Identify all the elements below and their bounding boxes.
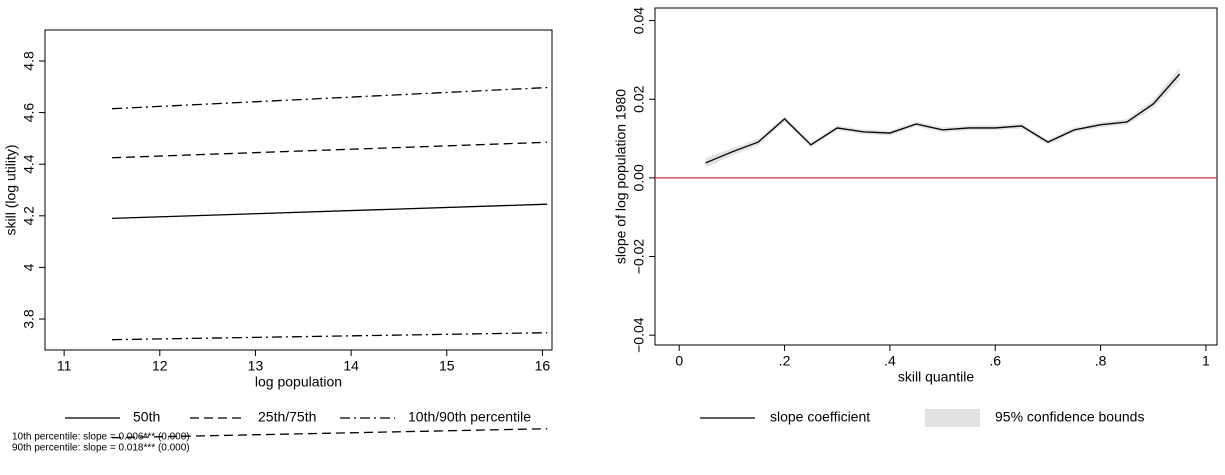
series-line (111, 86, 548, 110)
x-tick-label: 15 (439, 358, 455, 374)
x-tick-label: 0 (675, 353, 683, 369)
y-tick-label: 4 (21, 263, 37, 271)
y-axis-label: skill (log utility) (3, 144, 19, 235)
series-line (111, 332, 548, 341)
x-tick-label: 1 (1202, 353, 1210, 369)
y-tick-label: 4.8 (21, 51, 37, 71)
legend-label: 10th/90th percentile (408, 409, 531, 425)
y-axis-label: slope of log population 1980 (613, 89, 629, 264)
note: 10th percentile: slope = 0.006*** (0.000… (12, 432, 190, 443)
x-tick-label: .6 (989, 353, 1001, 369)
confidence-band (705, 67, 1180, 168)
series-line (111, 141, 548, 159)
legend-label: 95% confidence bounds (995, 409, 1144, 425)
series-line (705, 73, 1181, 164)
y-tick-label: 0.02 (631, 85, 647, 112)
x-tick-label: 13 (248, 358, 264, 374)
x-axis-label: skill quantile (898, 369, 974, 385)
x-tick-label: 14 (343, 358, 359, 374)
y-tick-label: −0.04 (631, 317, 647, 353)
plot-area (654, 7, 1218, 346)
legend-label: 25th/75th (258, 409, 316, 425)
y-tick-label: 0.00 (631, 164, 647, 191)
plot-area (44, 29, 553, 351)
y-tick-label: 4.2 (21, 206, 37, 226)
legend-swatch (925, 409, 980, 427)
x-tick-label: 12 (152, 358, 168, 374)
legend-label: slope coefficient (770, 409, 870, 425)
series-line (111, 203, 548, 220)
x-tick-label: 16 (535, 358, 551, 374)
x-tick-label: .2 (779, 353, 791, 369)
x-tick-label: 11 (57, 358, 72, 374)
legend-label: 50th (133, 409, 160, 425)
x-axis-label: log population (255, 374, 342, 390)
x-tick-label: .4 (884, 353, 896, 369)
y-tick-label: −0.02 (631, 239, 647, 275)
series-line (111, 428, 548, 439)
y-tick-label: 3.8 (21, 309, 37, 329)
y-tick-label: 0.04 (631, 7, 647, 34)
note: 90th percentile: slope = 0.018*** (0.000… (12, 443, 190, 454)
y-tick-label: 4.6 (21, 103, 37, 123)
x-tick-label: .8 (1095, 353, 1107, 369)
y-tick-label: 4.4 (21, 154, 37, 174)
